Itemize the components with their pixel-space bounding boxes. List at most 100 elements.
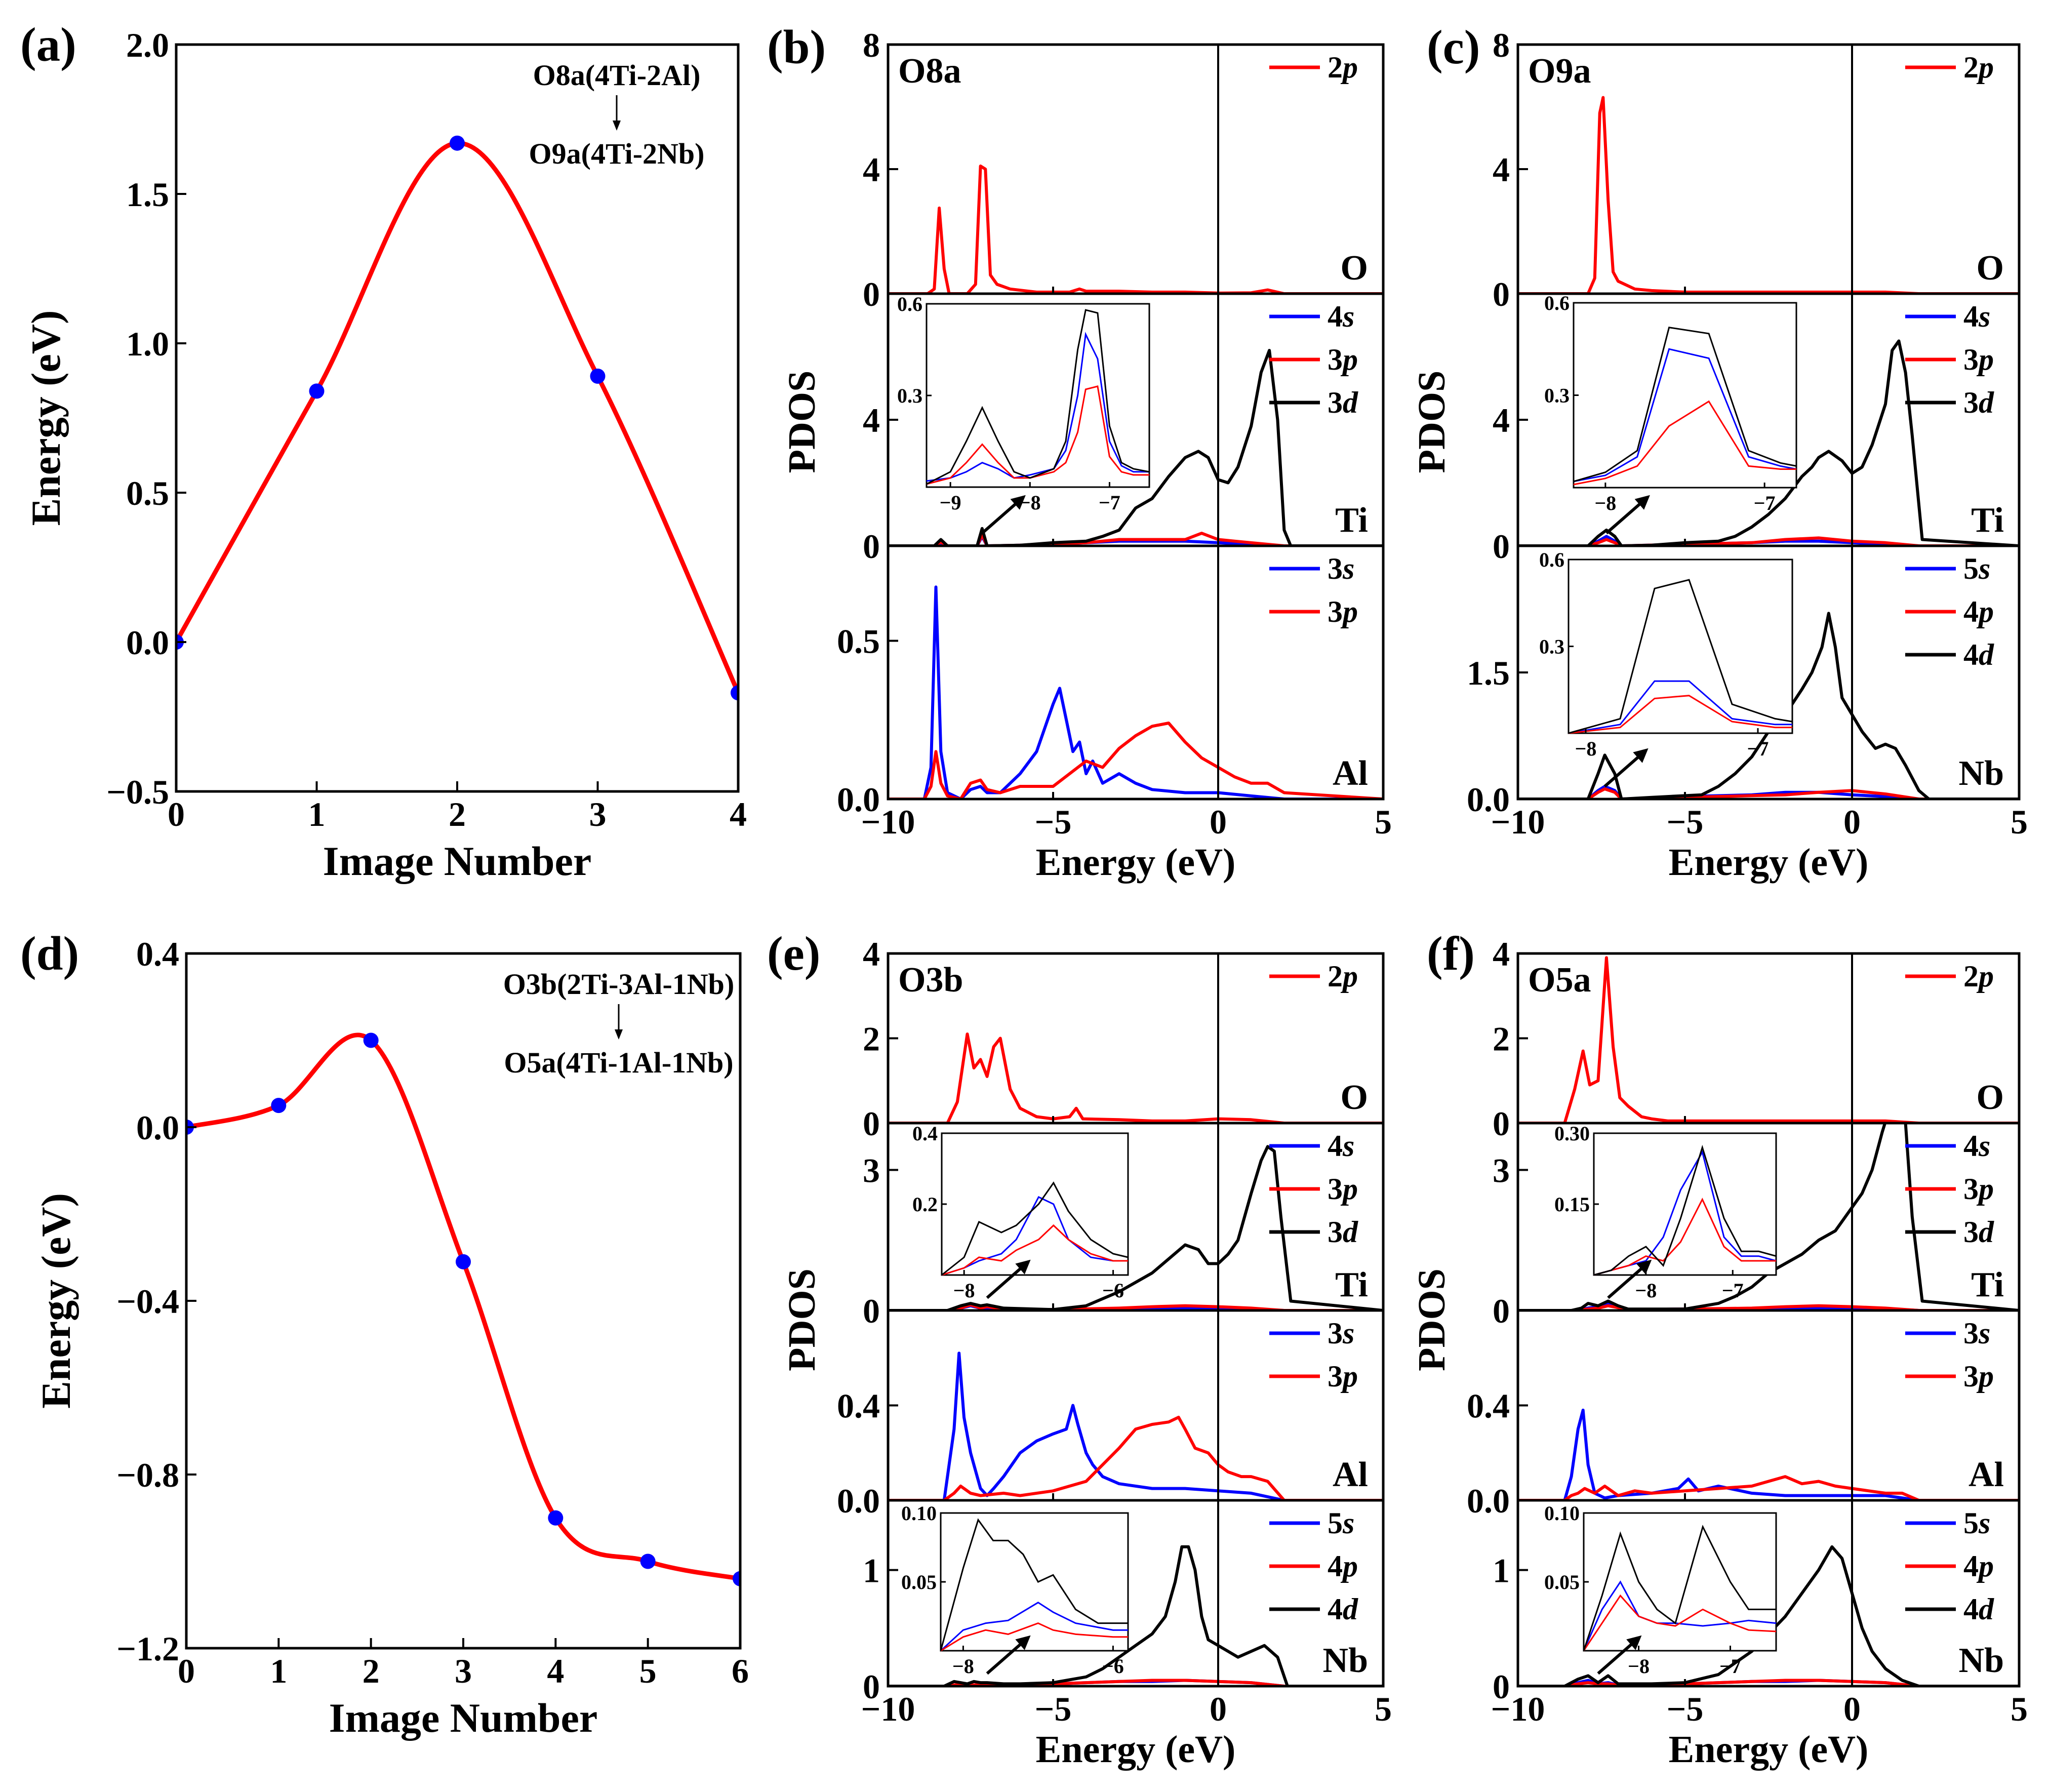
legend-label: 4d: [1963, 638, 1994, 671]
inset-x-tick-label: −8: [1635, 1279, 1657, 1302]
inset-y-tick-label: 0.10: [901, 1502, 937, 1525]
plot-frame: [1516, 43, 2021, 801]
panel-a: (a) 0 1 2 3 4 −0.5 0.0 0.5 1.0 1.5 2.0 Image Number E…: [20, 18, 747, 884]
inset-p-line: [926, 385, 1149, 485]
annotation-to: O5a(4Ti-1Al-1Nb): [504, 1046, 733, 1079]
inset: −8 −7 0.05 0.10: [1544, 1502, 1777, 1678]
legend-label-num: 4: [1963, 300, 1979, 333]
legend-label-orbital: d: [1343, 386, 1358, 419]
x-tick-label: −5: [1035, 1690, 1072, 1728]
legend-label-orbital: s: [1342, 300, 1354, 333]
inset: −8 −6 0.2 0.4: [912, 1122, 1129, 1302]
energy-point: [450, 135, 465, 151]
x-tick-label: 2: [363, 1652, 380, 1690]
annotation-from: O3b(2Ti-3Al-1Nb): [503, 968, 735, 1001]
energy-curve: [176, 141, 738, 694]
y-tick-label: 0: [863, 1104, 880, 1143]
legend-label: 3d: [1963, 386, 1994, 419]
y-axis-label: PDOS: [781, 1268, 823, 1371]
legend-label: 3p: [1328, 595, 1358, 628]
pdos-d-line: [888, 1545, 1383, 1686]
y-tick-label: 0: [1493, 275, 1510, 313]
inset-d-line: [1593, 1144, 1777, 1276]
inset-s-line: [941, 1196, 1128, 1276]
legend-label: 3p: [1963, 343, 1994, 376]
inset: −8 −6 0.05 0.10: [901, 1502, 1129, 1678]
element-label: Nb: [1323, 1641, 1368, 1680]
inset-y-tick-label: 0.6: [897, 293, 922, 315]
legend-label-num: 3: [1963, 386, 1979, 419]
y-tick-label: 4: [1493, 150, 1510, 189]
x-tick-label: −10: [1491, 803, 1545, 841]
pdos-p-line: [888, 532, 1383, 546]
x-tick-label: −10: [1491, 1690, 1545, 1728]
x-tick-label: 3: [589, 795, 607, 833]
energy-point: [309, 383, 325, 399]
x-tick-label: 5: [639, 1652, 657, 1690]
legend-label-orbital: p: [1340, 1360, 1358, 1393]
inset-y-tick-label: 0.05: [1544, 1571, 1580, 1594]
x-tick-label: 0: [1210, 1690, 1227, 1728]
inset-y-tick-label: 0.30: [1554, 1122, 1590, 1145]
legend-label-num: 2: [1328, 960, 1343, 993]
x-axis-label: Energy (eV): [1669, 841, 1869, 884]
y-tick-label: 1.0: [126, 325, 169, 363]
inset-x-tick-label: −8: [1575, 737, 1597, 760]
annotation-to: O9a(4Ti-2Nb): [529, 137, 705, 170]
y-tick-label: 0: [1493, 1292, 1510, 1330]
legend-label-num: 3: [1328, 1215, 1343, 1249]
pdos-p-line: [1518, 536, 2019, 546]
y-tick-label: 0.4: [1467, 1387, 1510, 1425]
legend-label-orbital: p: [1976, 1172, 1994, 1206]
pdos-p-line: [888, 1415, 1383, 1500]
x-tick-label: −10: [861, 803, 915, 841]
pdos-p-line: [888, 722, 1383, 799]
legend-label: 3d: [1328, 1215, 1358, 1249]
legend-label: 2p: [1328, 51, 1358, 84]
legend-label-orbital: d: [1343, 1592, 1358, 1626]
x-tick-label: −5: [1035, 803, 1072, 841]
legend-label-num: 2: [1328, 51, 1343, 84]
inset-s-line: [1583, 1580, 1777, 1651]
x-tick-label: 3: [455, 1652, 472, 1690]
pdos-s-line: [1518, 1408, 2019, 1500]
element-label: Al: [1333, 754, 1368, 793]
legend-label-num: 5: [1328, 1506, 1343, 1540]
pdos-d-line: [888, 1145, 1383, 1310]
y-tick-label: −1.2: [116, 1629, 179, 1668]
pdos-s-line: [888, 585, 1383, 799]
x-tick-label: 5: [2011, 803, 2028, 841]
legend-label-num: 3: [1328, 1360, 1343, 1393]
site-label: O5a: [1528, 961, 1591, 1000]
y-tick-label: 0.0: [136, 1108, 179, 1147]
y-tick-label: 0: [1493, 1667, 1510, 1706]
inset: −8 −7 0.3 0.6: [1544, 292, 1797, 535]
legend-label: 3s: [1328, 1317, 1354, 1350]
legend-label-orbital: s: [1342, 1317, 1354, 1350]
element-label: O: [1977, 249, 2004, 288]
legend-label-orbital: p: [1340, 595, 1358, 628]
y-tick-label: −0.4: [116, 1282, 179, 1321]
legend-label-num: 3: [1963, 343, 1979, 376]
pdos-p-line: [1518, 787, 2019, 799]
inset-s-line: [1568, 680, 1792, 734]
x-tick-label: 2: [449, 795, 466, 833]
inset-arrowhead: [1634, 495, 1650, 510]
subplot-O: 0 4 8 O8a O 2p: [863, 26, 1384, 313]
legend-label: 4p: [1963, 1549, 1994, 1583]
element-label: Ti: [1971, 501, 2004, 540]
inset-d-line: [1573, 327, 1797, 483]
x-axis-label: Image Number: [329, 1695, 598, 1741]
y-tick-label: 2.0: [126, 26, 169, 64]
inset-frame: [1573, 302, 1797, 489]
x-axis-label: Image Number: [323, 838, 592, 884]
panel-letter: (d): [20, 927, 79, 980]
